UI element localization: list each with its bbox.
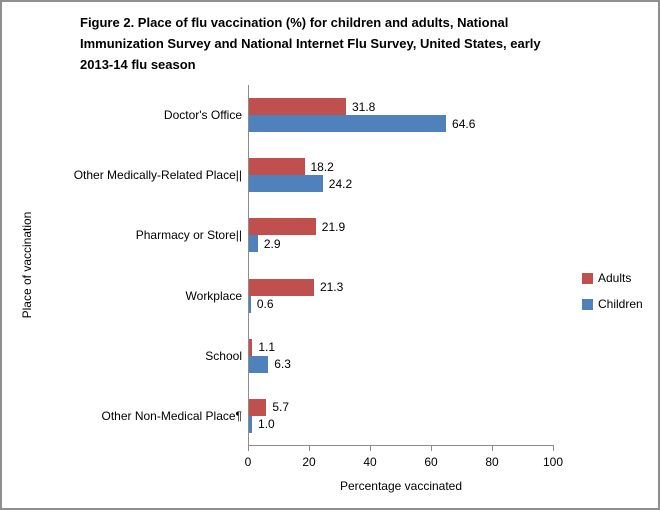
chart-title-line-1: Figure 2. Place of flu vaccination (%) f… xyxy=(80,15,509,30)
legend-label-adults: Adults xyxy=(598,271,632,285)
x-tick-label: 40 xyxy=(363,455,377,469)
x-tick-mark xyxy=(370,446,371,451)
legend-label-children: Children xyxy=(598,297,643,311)
bar-adults-0 xyxy=(249,98,346,116)
x-tick-label: 60 xyxy=(424,455,438,469)
x-tick-mark xyxy=(248,446,249,451)
legend-item-children: Children xyxy=(582,296,643,312)
category-label: Other Medically-Related Place|| xyxy=(73,168,242,183)
bar-adults-5 xyxy=(249,398,267,416)
bar-children-1 xyxy=(249,175,323,193)
x-tick-label: 0 xyxy=(244,455,252,469)
x-tick-mark xyxy=(431,446,432,451)
bar-children-2 xyxy=(249,235,258,253)
x-tick-mark xyxy=(553,446,554,451)
data-label-children-1: 24.2 xyxy=(328,176,353,191)
chart-title-line-2: Immunization Survey and National Interne… xyxy=(80,36,541,51)
x-tick-mark xyxy=(492,446,493,451)
bar-children-5 xyxy=(249,415,253,433)
data-label-adults-0: 31.8 xyxy=(351,99,376,114)
data-label-adults-4: 1.1 xyxy=(258,340,276,355)
data-label-adults-1: 18.2 xyxy=(310,159,334,174)
legend-swatch-adults xyxy=(582,272,593,284)
chart-title-line-3: 2013-14 flu season xyxy=(80,57,196,72)
bar-adults-3 xyxy=(249,278,314,296)
bar-children-0 xyxy=(249,115,447,133)
data-label-adults-3: 21.3 xyxy=(319,280,344,295)
data-label-children-2: 2.9 xyxy=(263,236,281,251)
data-label-adults-5: 5.7 xyxy=(272,400,290,415)
category-label: Doctor's Office xyxy=(163,108,242,123)
bar-children-4 xyxy=(249,355,269,373)
bar-adults-4 xyxy=(249,338,253,356)
x-tick-label: 20 xyxy=(302,455,316,469)
bar-children-3 xyxy=(249,295,251,313)
category-label: School xyxy=(205,348,242,363)
bar-adults-1 xyxy=(249,158,305,176)
data-label-adults-2: 21.9 xyxy=(321,219,346,234)
category-axis-labels: Doctor's Office Other Medically-Related P… xyxy=(2,2,242,508)
data-label-children-3: 0.6 xyxy=(256,297,274,312)
x-tick-label: 100 xyxy=(542,455,564,469)
data-label-children-0: 64.6 xyxy=(452,116,476,131)
legend-swatch-children xyxy=(582,298,593,310)
bar-adults-2 xyxy=(249,218,316,236)
data-label-children-4: 6.3 xyxy=(274,357,291,372)
legend-item-adults: Adults xyxy=(582,270,643,286)
category-label: Workplace xyxy=(185,288,242,303)
x-axis-title: Percentage vaccinated xyxy=(339,479,463,493)
plot-area: 31.8 64.6 18.2 24.2 21.9 2.9 21.3 0.6 1.1 6.3 5.7 1… xyxy=(248,85,554,446)
legend: Adults Children xyxy=(582,270,643,322)
chart-title: Figure 2. Place of flu vaccination (%) f… xyxy=(80,12,541,75)
x-tick-label: 80 xyxy=(485,455,499,469)
category-label: Other Non-Medical Place¶ xyxy=(101,408,242,423)
x-tick-mark xyxy=(309,446,310,451)
category-label: Pharmacy or Store|| xyxy=(135,228,242,243)
data-label-children-5: 1.0 xyxy=(258,417,275,432)
